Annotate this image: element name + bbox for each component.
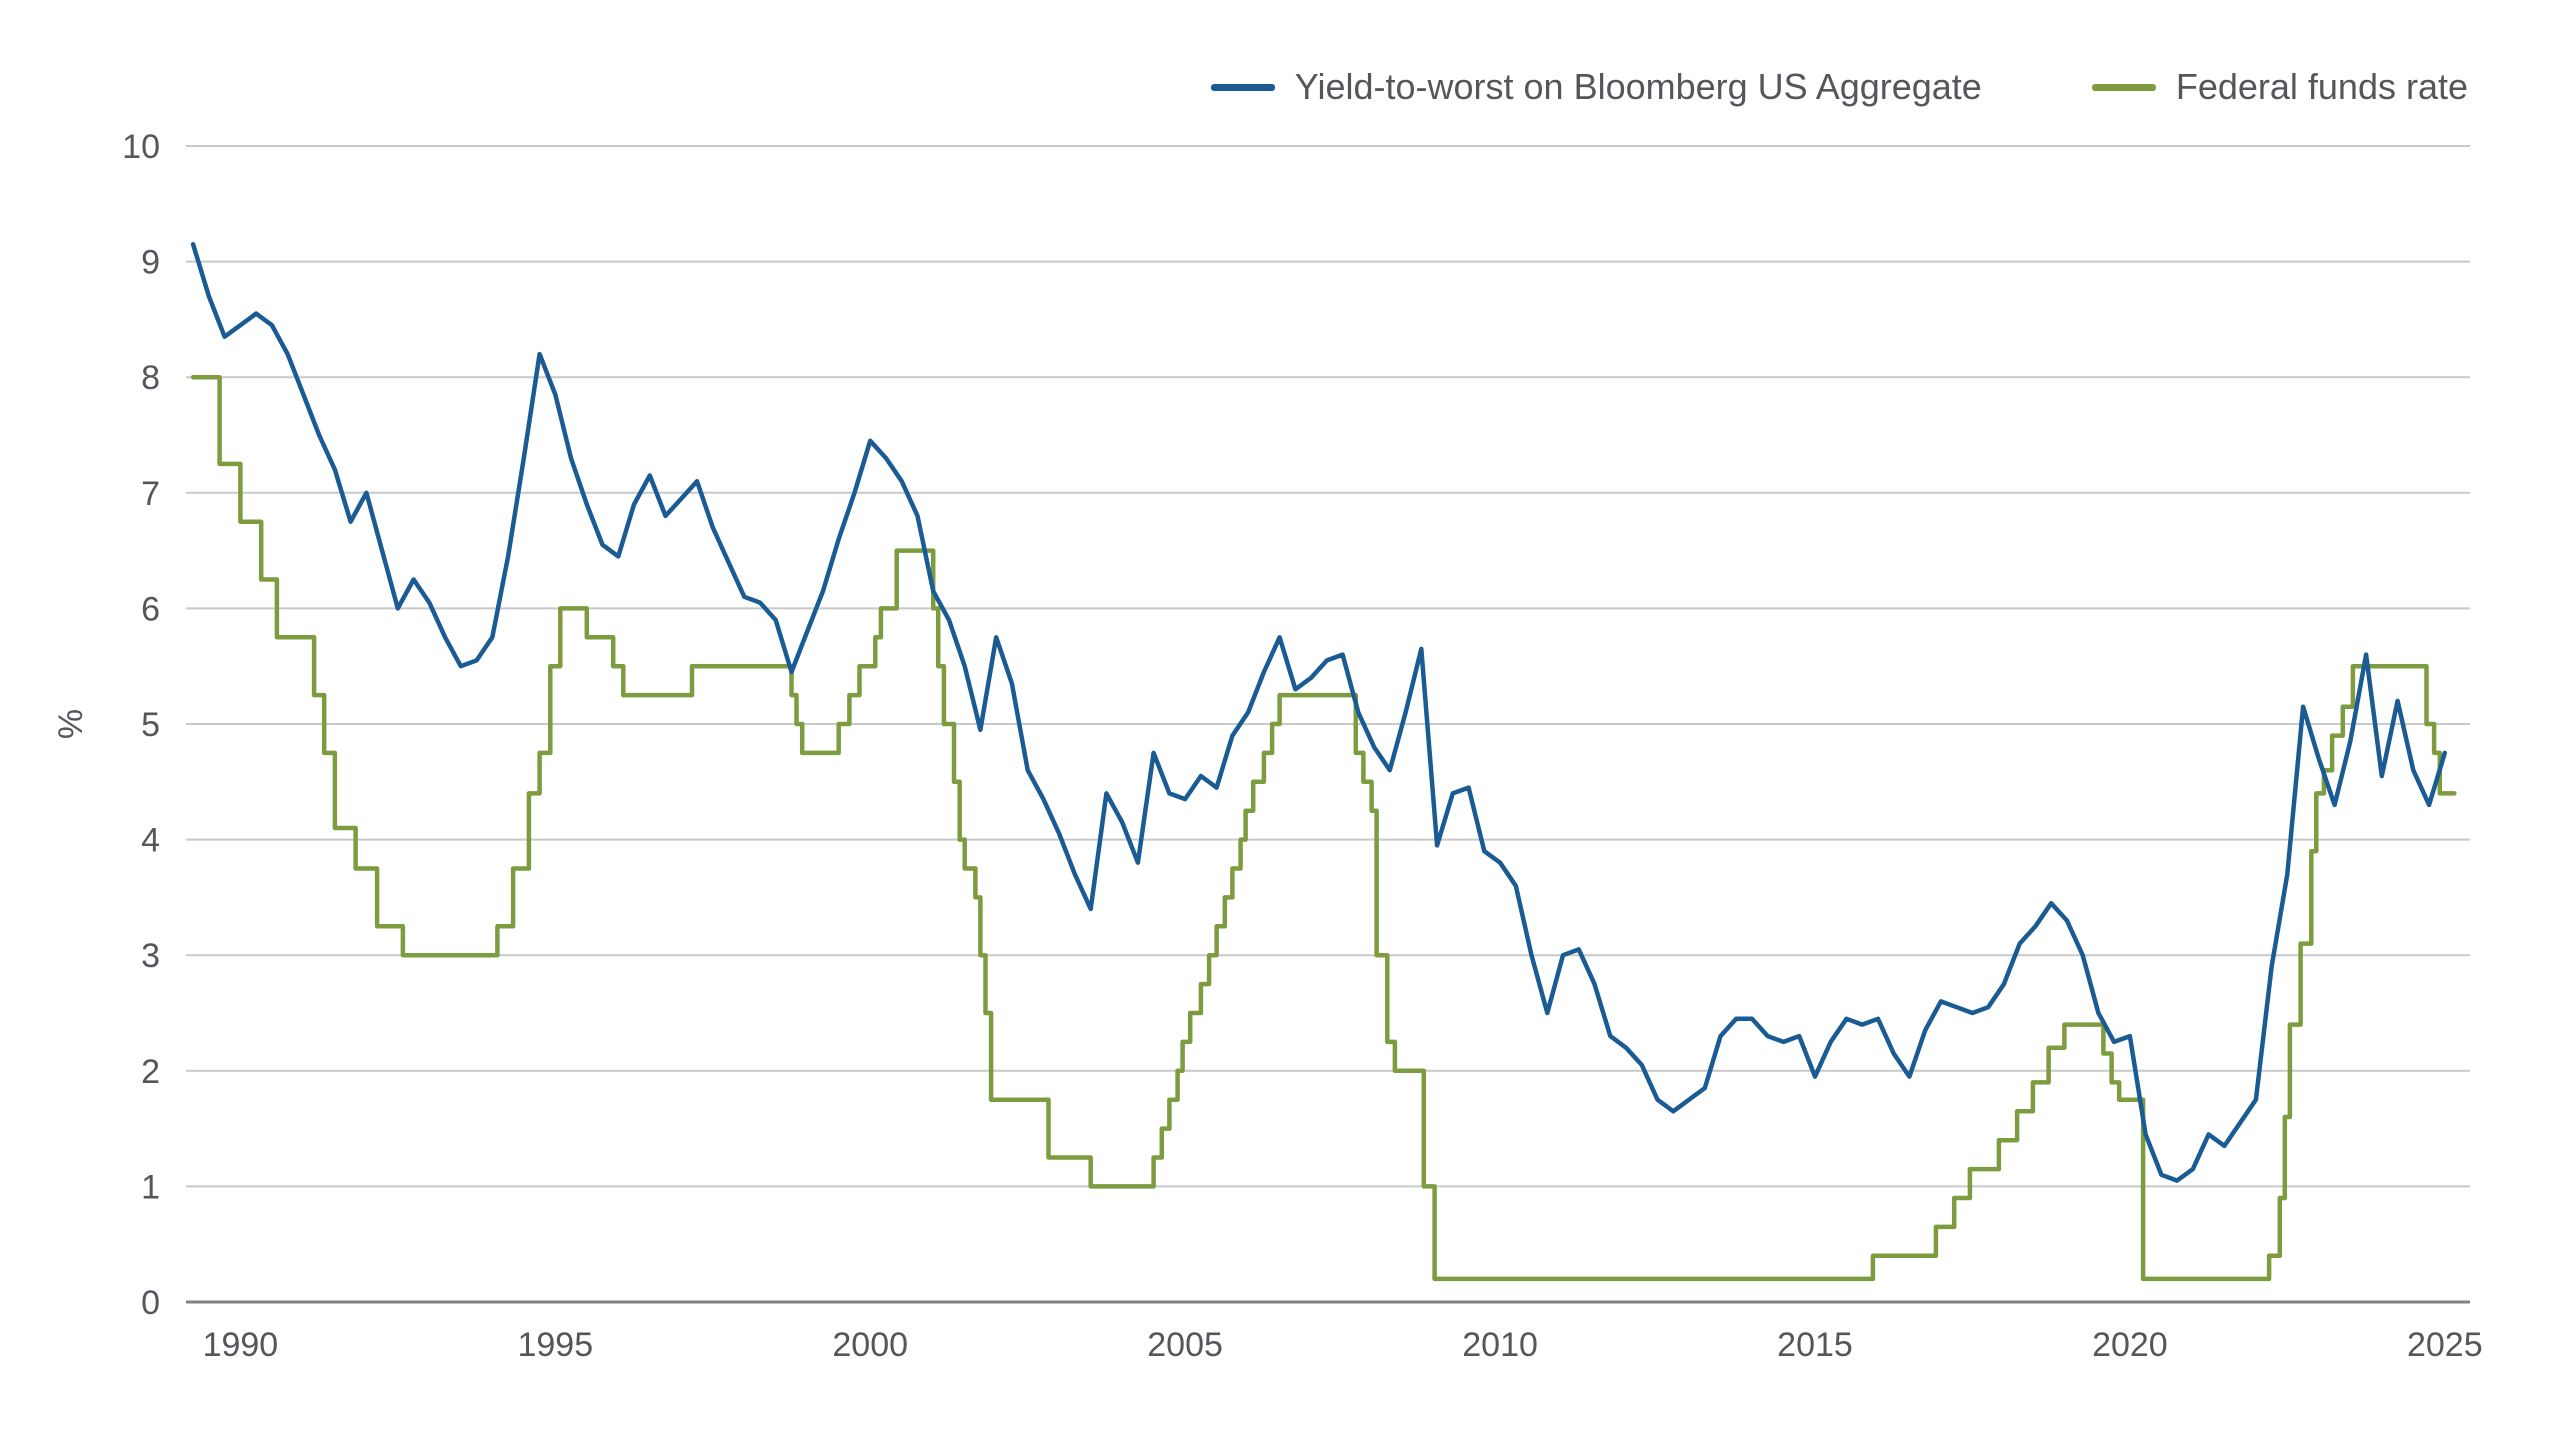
legend-item-fed-funds: Federal funds rate <box>2091 66 2468 108</box>
x-tick-label: 2000 <box>832 1326 908 1364</box>
x-tick-label: 2015 <box>1777 1326 1853 1364</box>
y-tick-label: 5 <box>141 706 160 744</box>
y-tick-label: 0 <box>141 1284 160 1322</box>
y-axis-label: % <box>52 709 90 739</box>
y-tick-label: 3 <box>141 937 160 975</box>
ytw-line <box>190 242 2448 1183</box>
chart-legend: Yield-to-worst on Bloomberg US Aggregate… <box>1210 66 2468 108</box>
fed-funds-line-swatch <box>2091 83 2156 91</box>
x-tick-label: 2005 <box>1147 1326 1223 1364</box>
x-tick-label: 2020 <box>2092 1326 2168 1364</box>
x-tick-label: 1995 <box>517 1326 593 1364</box>
y-tick-label: 4 <box>141 822 160 860</box>
legend-label-fed-funds: Federal funds rate <box>2175 66 2468 107</box>
y-tick-label: 10 <box>122 128 160 166</box>
y-tick-label: 1 <box>141 1168 160 1206</box>
x-tick-label: 1990 <box>203 1326 279 1364</box>
y-tick-label: 9 <box>141 244 160 282</box>
y-tick-label: 6 <box>141 590 160 628</box>
y-tick-label: 7 <box>141 475 160 513</box>
x-tick-label: 2010 <box>1462 1326 1538 1364</box>
y-tick-label: 2 <box>141 1053 160 1091</box>
legend-item-ytw: Yield-to-worst on Bloomberg US Aggregate <box>1210 66 1982 108</box>
y-tick-label: 8 <box>141 359 160 397</box>
x-tick-label: 2025 <box>2407 1326 2483 1364</box>
fed-funds-line <box>190 374 2457 1282</box>
ytw-line-swatch <box>1210 83 1275 91</box>
legend-label-ytw: Yield-to-worst on Bloomberg US Aggregate <box>1294 66 1982 107</box>
